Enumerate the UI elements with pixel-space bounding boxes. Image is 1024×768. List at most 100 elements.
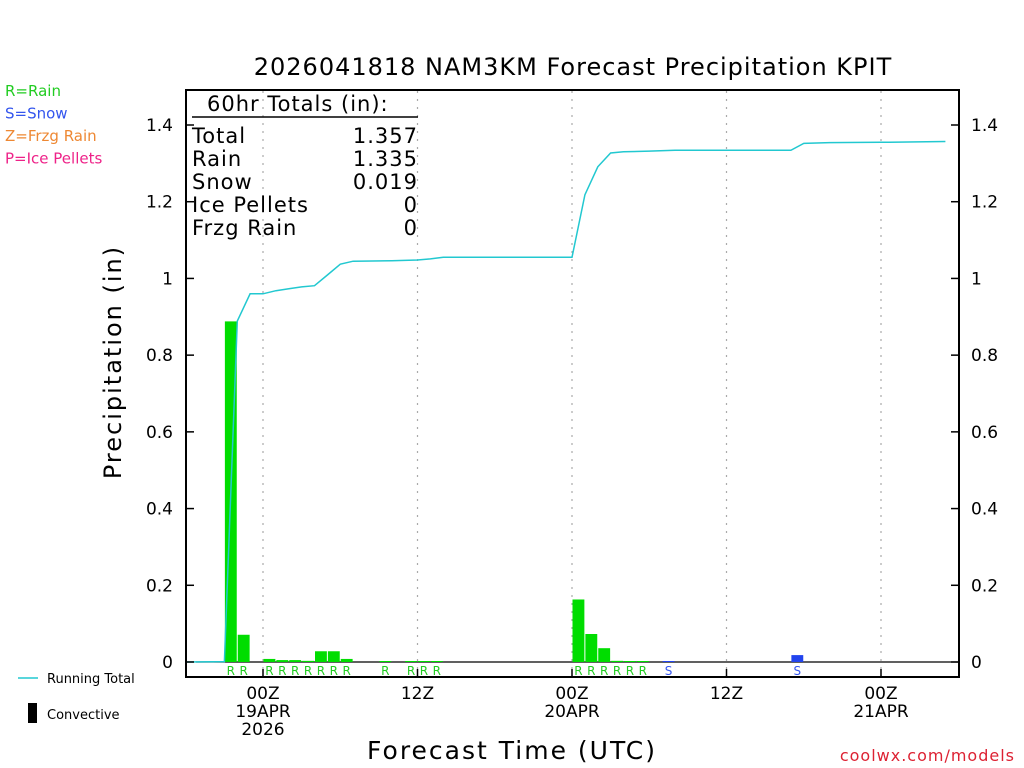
totals-row-value: 0 — [404, 216, 418, 240]
y-tick-label-right: 1.4 — [971, 116, 998, 136]
y-tick-label-right: 0.2 — [971, 576, 998, 596]
precip-bar — [289, 660, 302, 662]
y-tick-label-left: 0.8 — [146, 346, 173, 366]
running-total-legend-label: Running Total — [47, 672, 135, 687]
precip-type-marker: R — [587, 664, 595, 678]
totals-row-value: 0.019 — [353, 170, 418, 194]
totals-row-label: Total — [191, 124, 246, 148]
running-total-layer — [185, 140, 946, 663]
y-tick-label-right: 0 — [971, 653, 982, 673]
y-axis-right: 0 0.2 0.4 0.6 0.8 1 1.2 1.4 — [951, 116, 998, 673]
totals-row-value: 1.335 — [353, 147, 418, 171]
x-axis-label: Forecast Time (UTC) — [367, 736, 657, 765]
precip-bar — [276, 660, 289, 662]
chart-title: 2026041818 NAM3KM Forecast Precipitation… — [254, 53, 893, 81]
precip-type-marker: R — [330, 664, 338, 678]
precip-type-marker: R — [639, 664, 647, 678]
precip-bar — [263, 658, 276, 662]
precip-type-legend-item: S=Snow — [5, 105, 68, 123]
precip-bar — [791, 655, 804, 662]
precip-type-marker: R — [265, 664, 273, 678]
running-total-line — [185, 140, 946, 663]
precip-type-marker: R — [304, 664, 312, 678]
x-tick-label: 00Z — [246, 684, 279, 704]
y-tick-label-left: 0 — [162, 653, 173, 673]
precip-type-marker: R — [433, 664, 441, 678]
y-tick-label-right: 0.8 — [971, 346, 998, 366]
y-tick-label-right: 1.2 — [971, 193, 998, 213]
y-tick-label-right: 0.4 — [971, 500, 998, 520]
precip-type-marker: S — [794, 664, 802, 678]
precip-bar — [340, 658, 353, 662]
precip-type-marker: R — [600, 664, 608, 678]
x-tick-label: 00Z — [864, 684, 897, 704]
precip-type-legend-item: R=Rain — [5, 82, 61, 100]
x-tick-label: 00Z — [555, 684, 588, 704]
precip-type-legend-item: P=Ice Pellets — [5, 150, 102, 168]
y-axis-label: Precipitation (in) — [99, 245, 127, 479]
precip-bar — [598, 648, 611, 662]
totals-row-value: 1.357 — [353, 124, 418, 148]
precip-type-marker: R — [240, 664, 248, 678]
y-tick-label-left: 0.2 — [146, 576, 173, 596]
y-tick-label-left: 1.4 — [146, 116, 173, 136]
totals-rows: Total 1.357 Rain 1.335 Snow 0.019 Ice Pellets 0… — [191, 124, 418, 240]
totals-row-label: Rain — [192, 147, 242, 171]
precip-bar — [572, 599, 585, 662]
precip-bar — [611, 660, 623, 662]
x-tick-label: 12Z — [401, 684, 434, 704]
totals-box: 60hr Totals (in): Total 1.357 Rain 1.335 Sno… — [191, 92, 418, 240]
precip-bar — [624, 661, 636, 662]
precip-bar — [418, 661, 430, 662]
precip-type-marker: R — [420, 664, 428, 678]
y-tick-label-right: 0.6 — [971, 423, 998, 443]
totals-row-value: 0 — [404, 193, 418, 217]
totals-header: 60hr Totals (in): — [207, 92, 389, 116]
precip-type-marker: R — [613, 664, 621, 678]
y-tick-label-right: 1 — [971, 269, 982, 289]
precip-type-marker: R — [227, 664, 235, 678]
precip-type-marker: R — [574, 664, 582, 678]
y-tick-label-left: 1.2 — [146, 193, 173, 213]
totals-row-label: Frzg Rain — [192, 216, 297, 240]
precip-type-marker: R — [626, 664, 634, 678]
x-tick-label: 20APR — [544, 702, 600, 722]
precip-bar — [379, 661, 392, 662]
convective-swatch — [28, 703, 37, 723]
site-credit: coolwx.com/models — [840, 746, 1015, 765]
precip-type-marker: R — [381, 664, 389, 678]
y-tick-label-left: 0.4 — [146, 500, 173, 520]
precip-type-marker: S — [665, 664, 673, 678]
precip-type-marker: R — [317, 664, 325, 678]
precip-bar — [315, 651, 327, 662]
line-legend: Running Total Convective — [18, 672, 135, 723]
precip-bar — [237, 634, 250, 662]
precip-bar — [327, 651, 340, 662]
precip-bar — [302, 660, 314, 662]
precip-type-legend: R=Rain S=Snow Z=Frzg Rain P=Ice Pellets — [5, 82, 102, 168]
y-tick-label-left: 1 — [162, 269, 173, 289]
precip-type-legend-item: Z=Frzg Rain — [5, 127, 97, 145]
precip-bar — [430, 661, 443, 662]
precip-bar — [662, 661, 675, 662]
precip-type-marker: R — [291, 664, 299, 678]
y-axis-left: 0 0.2 0.4 0.6 0.8 1 1.2 1.4 — [146, 116, 194, 673]
precip-bar — [636, 661, 649, 662]
convective-legend-label: Convective — [47, 708, 120, 723]
x-tick-label: 12Z — [710, 684, 743, 704]
totals-row-label: Snow — [192, 170, 253, 194]
x-tick-label: 21APR — [853, 702, 909, 722]
precip-type-marker: R — [343, 664, 351, 678]
precip-type-marker: R — [407, 664, 415, 678]
totals-row-label: Ice Pellets — [192, 193, 309, 217]
precip-type-marker: R — [278, 664, 286, 678]
precip-bar — [585, 633, 598, 662]
y-tick-label-left: 0.6 — [146, 423, 173, 443]
x-tick-label: 19APR — [235, 702, 291, 722]
precip-bar — [405, 661, 417, 662]
x-tick-label: 2026 — [241, 720, 284, 740]
